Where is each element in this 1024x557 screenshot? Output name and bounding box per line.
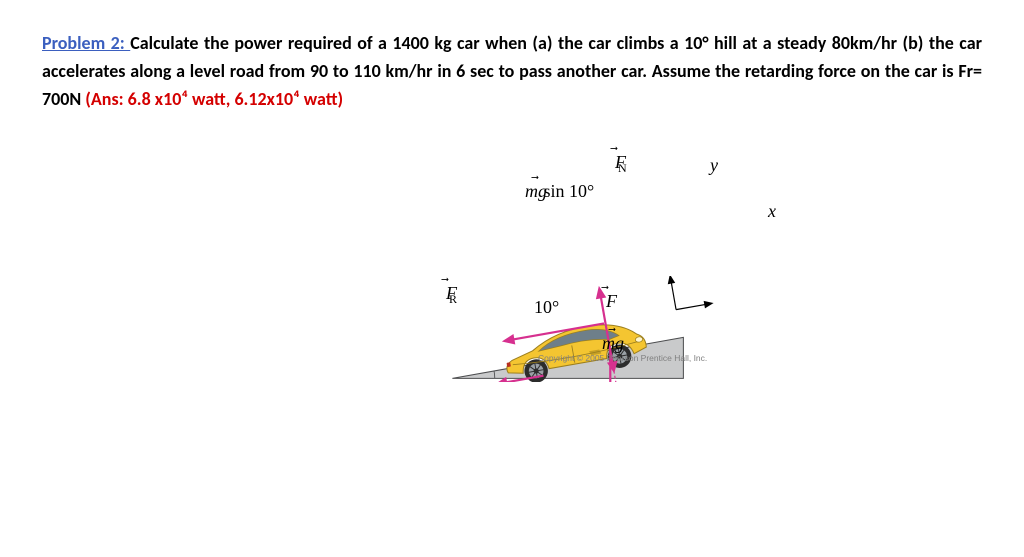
- figure-copyright: Copyright © 2005 Pearson Prentice Hall, …: [538, 352, 707, 365]
- figure-container: F⃗N mg⃗ sin 10° F⃗R F⃗ 10° mg⃗ y x Copyr…: [42, 152, 982, 412]
- incline-diagram-svg: [408, 276, 738, 382]
- label-fr: F⃗R: [446, 280, 457, 309]
- label-fn: F⃗N: [615, 149, 627, 178]
- label-f: F⃗: [606, 288, 617, 316]
- problem-answer: (Ans: 6.8 x10⁴ watt, 6.12x10⁴ watt): [85, 88, 343, 110]
- physics-figure: F⃗N mg⃗ sin 10° F⃗R F⃗ 10° mg⃗ y x Copyr…: [402, 152, 782, 412]
- problem-text: Problem 2: Calculate the power required …: [42, 30, 982, 114]
- label-x-axis: x: [768, 198, 776, 226]
- label-angle: 10°: [534, 294, 559, 322]
- label-mg-sin: mg⃗ sin 10°: [525, 178, 594, 206]
- label-y-axis: y: [710, 152, 718, 180]
- problem-heading: Problem 2:: [42, 32, 130, 54]
